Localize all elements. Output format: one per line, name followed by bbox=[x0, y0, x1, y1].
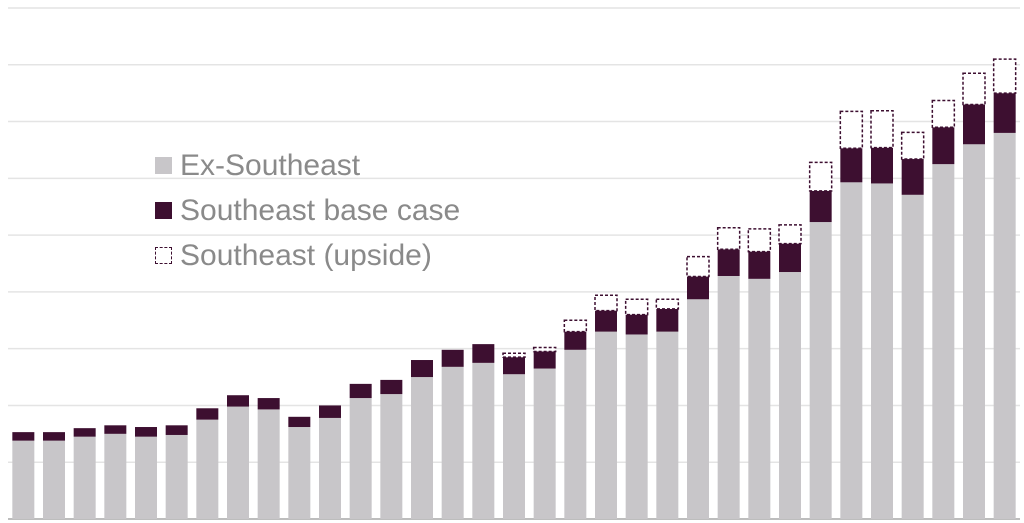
bar-southeast-upside bbox=[532, 346, 557, 353]
bar-ex-southeast bbox=[135, 436, 157, 519]
bar-series bbox=[12, 58, 1017, 519]
bar-ex-southeast bbox=[503, 374, 525, 519]
bar-southeast-base-case bbox=[411, 360, 433, 378]
bar-southeast-upside bbox=[624, 298, 649, 316]
bar-southeast-base-case bbox=[993, 93, 1016, 133]
legend-item-southeast-base-case: Southeast base case bbox=[155, 188, 460, 233]
bar-southeast-upside bbox=[686, 255, 710, 278]
bar-southeast-upside bbox=[778, 224, 802, 245]
bar-ex-southeast bbox=[380, 394, 403, 519]
bar-southeast-base-case bbox=[503, 357, 525, 375]
bar-ex-southeast bbox=[196, 419, 219, 519]
bar-southeast-upside bbox=[931, 99, 956, 128]
bar-southeast-upside bbox=[808, 161, 833, 192]
bar-southeast-upside bbox=[502, 352, 526, 358]
bar-ex-southeast bbox=[165, 434, 188, 519]
bar-southeast-upside bbox=[992, 58, 1017, 94]
bar-southeast-upside bbox=[870, 110, 894, 149]
bar-southeast-base-case bbox=[871, 147, 893, 184]
bar-southeast-base-case bbox=[901, 159, 924, 195]
bar-southeast-base-case bbox=[441, 349, 464, 367]
bar-ex-southeast bbox=[104, 433, 127, 519]
bar-southeast-base-case bbox=[779, 243, 801, 273]
bar-ex-southeast bbox=[809, 222, 832, 519]
bar-southeast-base-case bbox=[472, 344, 495, 363]
bar-southeast-base-case bbox=[595, 310, 617, 332]
bar-southeast-base-case bbox=[809, 190, 832, 223]
bar-southeast-base-case bbox=[165, 425, 188, 435]
legend-label-southeast-base-case: Southeast base case bbox=[180, 193, 461, 227]
bar-ex-southeast bbox=[257, 409, 280, 519]
bar-southeast-base-case bbox=[748, 251, 771, 279]
bar-ex-southeast bbox=[871, 183, 893, 519]
bar-southeast-base-case bbox=[349, 383, 372, 399]
bar-ex-southeast bbox=[656, 331, 679, 519]
bar-southeast-base-case bbox=[288, 416, 311, 428]
bar-southeast-upside bbox=[839, 110, 864, 149]
bar-southeast-upside bbox=[716, 226, 741, 251]
bar-southeast-base-case bbox=[227, 395, 249, 407]
bar-southeast-base-case bbox=[932, 127, 955, 165]
bar-ex-southeast bbox=[349, 398, 372, 519]
bar-ex-southeast bbox=[625, 334, 648, 519]
bar-ex-southeast bbox=[319, 417, 341, 519]
bar-ex-southeast bbox=[43, 440, 65, 519]
bar-southeast-base-case bbox=[380, 379, 403, 395]
bar-southeast-base-case bbox=[196, 408, 219, 420]
bar-ex-southeast bbox=[963, 144, 985, 519]
bar-southeast-upside bbox=[900, 131, 925, 160]
legend: Ex-Southeast Southeast base case Southea… bbox=[155, 143, 460, 278]
bar-ex-southeast bbox=[595, 331, 617, 519]
bar-southeast-base-case bbox=[43, 432, 65, 441]
bar-southeast-base-case bbox=[564, 331, 587, 350]
bar-southeast-upside bbox=[563, 319, 588, 333]
bar-southeast-base-case bbox=[687, 276, 709, 300]
bar-southeast-base-case bbox=[533, 351, 556, 369]
bar-ex-southeast bbox=[472, 362, 495, 519]
bar-southeast-upside bbox=[655, 298, 680, 310]
bar-ex-southeast bbox=[441, 366, 464, 519]
bar-southeast-upside bbox=[962, 72, 986, 106]
bar-southeast-base-case bbox=[840, 148, 863, 183]
bar-ex-southeast bbox=[533, 368, 556, 519]
bar-ex-southeast bbox=[12, 440, 35, 519]
bar-ex-southeast bbox=[288, 427, 311, 519]
bar-ex-southeast bbox=[901, 194, 924, 519]
bar-southeast-base-case bbox=[12, 432, 35, 441]
bar-southeast-base-case bbox=[73, 428, 96, 437]
bar-ex-southeast bbox=[779, 272, 801, 519]
bar-ex-southeast bbox=[227, 406, 249, 519]
bar-southeast-base-case bbox=[104, 425, 127, 434]
bar-southeast-base-case bbox=[717, 249, 740, 276]
bar-ex-southeast bbox=[840, 182, 863, 519]
bar-ex-southeast bbox=[993, 132, 1016, 519]
bar-ex-southeast bbox=[687, 299, 709, 519]
bar-southeast-base-case bbox=[656, 308, 679, 332]
bar-ex-southeast bbox=[564, 349, 587, 519]
bar-ex-southeast bbox=[932, 164, 955, 519]
legend-swatch-ex-southeast bbox=[155, 157, 172, 174]
bar-southeast-upside bbox=[747, 228, 772, 253]
bar-ex-southeast bbox=[717, 275, 740, 519]
bar-ex-southeast bbox=[748, 278, 771, 519]
legend-item-ex-southeast: Ex-Southeast bbox=[155, 143, 460, 188]
legend-label-southeast-upside: Southeast (upside) bbox=[180, 238, 432, 272]
bar-southeast-base-case bbox=[319, 405, 341, 418]
bar-ex-southeast bbox=[411, 377, 433, 519]
bar-ex-southeast bbox=[73, 436, 96, 519]
legend-swatch-southeast-base-case bbox=[155, 202, 172, 219]
bar-southeast-base-case bbox=[257, 398, 280, 410]
legend-swatch-southeast-upside bbox=[155, 247, 172, 264]
bar-southeast-upside bbox=[594, 294, 618, 312]
bar-southeast-base-case bbox=[135, 427, 157, 437]
legend-item-southeast-upside: Southeast (upside) bbox=[155, 233, 460, 278]
bar-southeast-base-case bbox=[963, 104, 985, 145]
legend-label-ex-southeast: Ex-Southeast bbox=[180, 148, 361, 182]
bar-southeast-base-case bbox=[625, 314, 648, 335]
